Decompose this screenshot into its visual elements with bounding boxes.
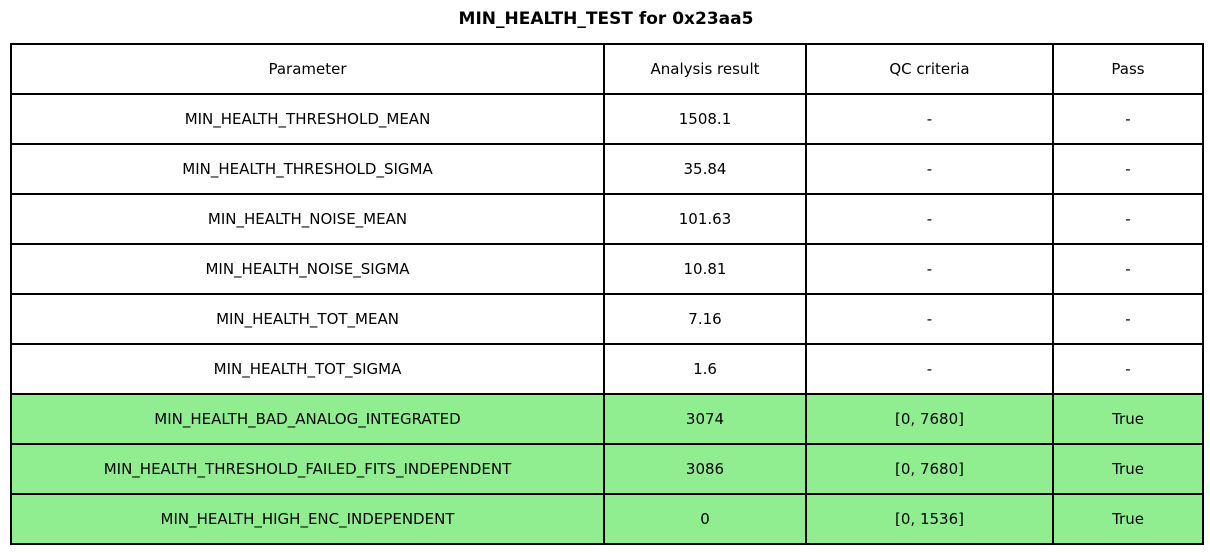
cell-pass: - xyxy=(1052,343,1204,395)
cell-pass: True xyxy=(1052,443,1204,495)
cell-analysis-result: 3074 xyxy=(603,393,807,445)
cell-analysis-result: 3086 xyxy=(603,443,807,495)
cell-analysis-result: 0 xyxy=(603,493,807,545)
cell-qc-criteria: [0, 7680] xyxy=(805,393,1054,445)
cell-parameter: MIN_HEALTH_THRESHOLD_MEAN xyxy=(10,93,605,145)
cell-qc-criteria: - xyxy=(805,143,1054,195)
cell-parameter: MIN_HEALTH_NOISE_MEAN xyxy=(10,193,605,245)
cell-pass: - xyxy=(1052,93,1204,145)
table-row: MIN_HEALTH_TOT_SIGMA 1.6 - - xyxy=(10,343,1204,395)
qc-results-table: Parameter Analysis result QC criteria Pa… xyxy=(10,43,1204,545)
cell-analysis-result: 7.16 xyxy=(603,293,807,345)
cell-analysis-result: 1508.1 xyxy=(603,93,807,145)
table-row: MIN_HEALTH_THRESHOLD_MEAN 1508.1 - - xyxy=(10,93,1204,145)
cell-analysis-result: 101.63 xyxy=(603,193,807,245)
table-row: MIN_HEALTH_THRESHOLD_SIGMA 35.84 - - xyxy=(10,143,1204,195)
cell-pass: - xyxy=(1052,193,1204,245)
cell-qc-criteria: - xyxy=(805,243,1054,295)
table-row: MIN_HEALTH_NOISE_SIGMA 10.81 - - xyxy=(10,243,1204,295)
column-header-parameter: Parameter xyxy=(10,43,605,95)
cell-analysis-result: 10.81 xyxy=(603,243,807,295)
cell-parameter: MIN_HEALTH_BAD_ANALOG_INTEGRATED xyxy=(10,393,605,445)
cell-pass: - xyxy=(1052,243,1204,295)
cell-qc-criteria: [0, 7680] xyxy=(805,443,1054,495)
header-row: Parameter Analysis result QC criteria Pa… xyxy=(10,43,1204,95)
cell-parameter: MIN_HEALTH_THRESHOLD_SIGMA xyxy=(10,143,605,195)
cell-parameter: MIN_HEALTH_TOT_MEAN xyxy=(10,293,605,345)
cell-pass: - xyxy=(1052,293,1204,345)
cell-qc-criteria: - xyxy=(805,93,1054,145)
cell-parameter: MIN_HEALTH_HIGH_ENC_INDEPENDENT xyxy=(10,493,605,545)
table-row: MIN_HEALTH_TOT_MEAN 7.16 - - xyxy=(10,293,1204,345)
cell-qc-criteria: - xyxy=(805,193,1054,245)
table-row: MIN_HEALTH_HIGH_ENC_INDEPENDENT 0 [0, 15… xyxy=(10,493,1204,545)
table-row: MIN_HEALTH_BAD_ANALOG_INTEGRATED 3074 [0… xyxy=(10,393,1204,445)
table-row: MIN_HEALTH_NOISE_MEAN 101.63 - - xyxy=(10,193,1204,245)
cell-pass: True xyxy=(1052,393,1204,445)
page-title: MIN_HEALTH_TEST for 0x23aa5 xyxy=(458,9,754,29)
column-header-qc-criteria: QC criteria xyxy=(805,43,1054,95)
cell-pass: True xyxy=(1052,493,1204,545)
cell-parameter: MIN_HEALTH_NOISE_SIGMA xyxy=(10,243,605,295)
table-row: MIN_HEALTH_THRESHOLD_FAILED_FITS_INDEPEN… xyxy=(10,443,1204,495)
table-body: MIN_HEALTH_THRESHOLD_MEAN 1508.1 - - MIN… xyxy=(10,93,1204,545)
cell-parameter: MIN_HEALTH_THRESHOLD_FAILED_FITS_INDEPEN… xyxy=(10,443,605,495)
cell-analysis-result: 1.6 xyxy=(603,343,807,395)
cell-parameter: MIN_HEALTH_TOT_SIGMA xyxy=(10,343,605,395)
cell-pass: - xyxy=(1052,143,1204,195)
cell-qc-criteria: - xyxy=(805,293,1054,345)
column-header-analysis-result: Analysis result xyxy=(603,43,807,95)
column-header-pass: Pass xyxy=(1052,43,1204,95)
cell-analysis-result: 35.84 xyxy=(603,143,807,195)
cell-qc-criteria: [0, 1536] xyxy=(805,493,1054,545)
cell-qc-criteria: - xyxy=(805,343,1054,395)
